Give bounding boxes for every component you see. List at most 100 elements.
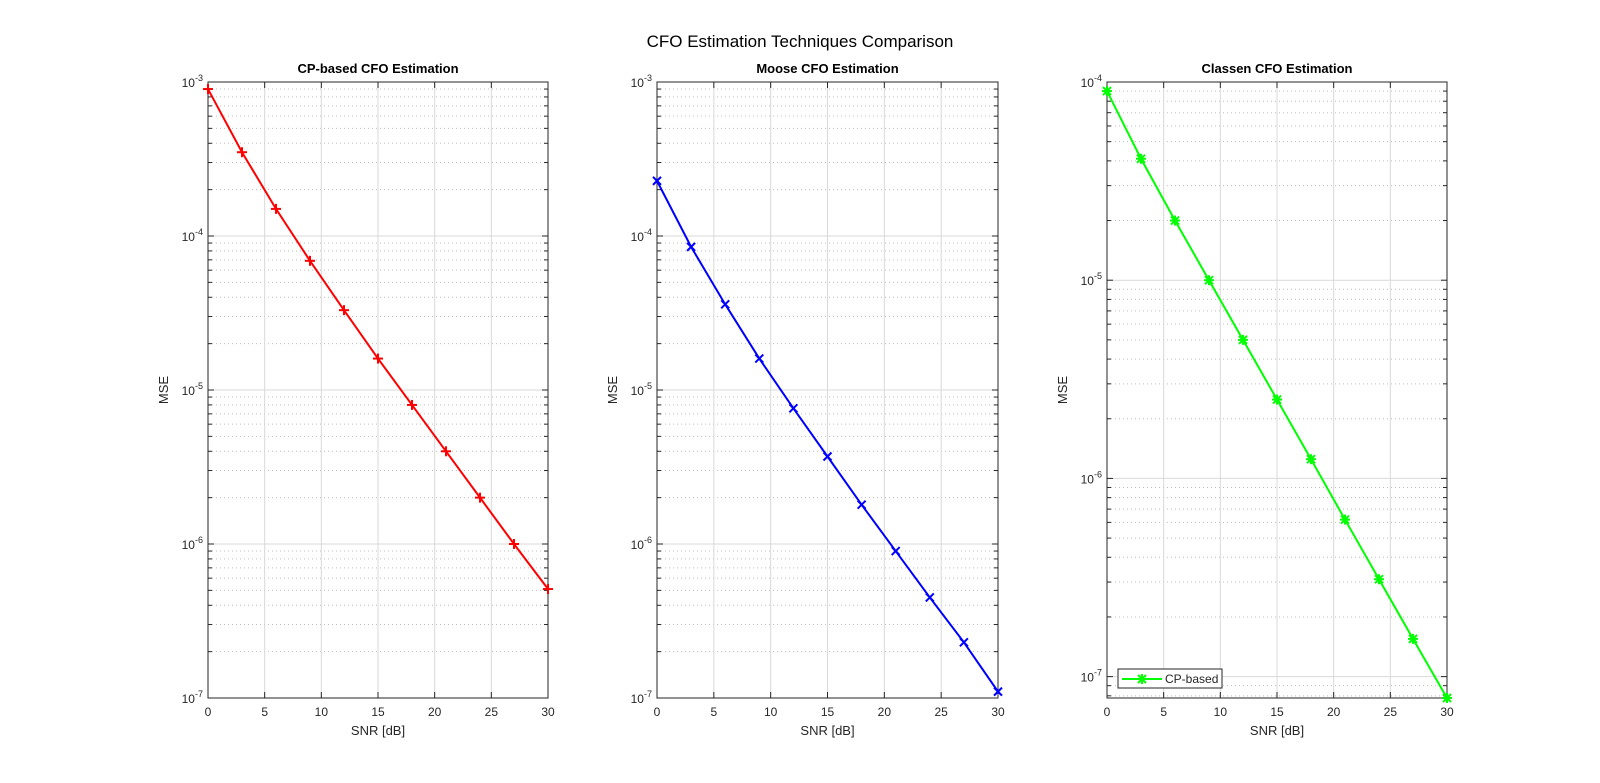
y-tick-base: 10 bbox=[1081, 274, 1095, 288]
marker-stroke bbox=[754, 353, 765, 364]
y-tick-label: 10-4 bbox=[182, 227, 203, 244]
data-point-x bbox=[686, 242, 696, 252]
y-tick-base: 10 bbox=[631, 76, 645, 90]
x-axis-label: SNR [dB] bbox=[1250, 723, 1304, 738]
data-point-plus bbox=[271, 203, 281, 214]
y-tick-exponent: -5 bbox=[644, 381, 652, 391]
x-tick-label: 15 bbox=[371, 705, 385, 719]
data-point-x bbox=[925, 592, 935, 603]
y-tick-base: 10 bbox=[182, 230, 196, 244]
marker-stroke bbox=[959, 637, 969, 648]
y-tick-label: 10-5 bbox=[182, 381, 203, 398]
y-tick-exponent: -4 bbox=[195, 227, 203, 237]
marker-stroke bbox=[1238, 335, 1248, 345]
data-point-x bbox=[890, 546, 901, 556]
x-tick-label: 0 bbox=[205, 705, 212, 719]
y-tick-base: 10 bbox=[631, 384, 645, 398]
y-tick-exponent: -6 bbox=[195, 535, 203, 545]
data-point-asterisk bbox=[1204, 275, 1214, 286]
marker-stroke bbox=[1442, 693, 1452, 703]
marker-stroke bbox=[1102, 86, 1112, 96]
subplot-title: Moose CFO Estimation bbox=[756, 61, 898, 76]
data-point-asterisk bbox=[1137, 674, 1147, 684]
marker-stroke bbox=[1204, 275, 1214, 285]
subplot-1: 10-710-610-510-410-30 5 10 15 20 25 30CP-based… bbox=[156, 61, 555, 738]
marker-stroke bbox=[1340, 514, 1350, 525]
marker-stroke bbox=[788, 403, 799, 414]
x-tick-label: 0 bbox=[654, 705, 661, 719]
y-tick-label: 10-7 bbox=[182, 689, 203, 706]
y-tick-base: 10 bbox=[1081, 472, 1095, 486]
y-tick-label: 10-4 bbox=[631, 227, 652, 244]
x-tick-label: 30 bbox=[1440, 705, 1454, 719]
data-point-plus bbox=[373, 353, 383, 364]
y-tick-base: 10 bbox=[182, 692, 196, 706]
data-point-plus bbox=[305, 255, 315, 266]
x-tick-label: 15 bbox=[1270, 705, 1284, 719]
y-tick-label: 10-7 bbox=[1081, 668, 1102, 685]
data-point-asterisk bbox=[1442, 693, 1452, 703]
data-point-plus bbox=[441, 446, 451, 457]
y-tick-label: 10-3 bbox=[182, 73, 203, 90]
data-point-x bbox=[993, 686, 1003, 697]
x-tick-label: 15 bbox=[821, 705, 835, 719]
y-tick-exponent: -7 bbox=[195, 689, 203, 699]
y-tick-exponent: -3 bbox=[644, 73, 652, 83]
y-axis-label: MSE bbox=[605, 376, 620, 405]
axes-box bbox=[656, 81, 999, 699]
y-tick-base: 10 bbox=[182, 76, 196, 90]
x-axis-label: SNR [dB] bbox=[351, 723, 405, 738]
x-tick-label: 5 bbox=[1160, 705, 1167, 719]
data-point-plus bbox=[237, 147, 247, 158]
subplot-title: Classen CFO Estimation bbox=[1202, 61, 1353, 76]
marker-stroke bbox=[1137, 674, 1147, 684]
y-tick-base: 10 bbox=[1081, 671, 1095, 685]
data-point-plus bbox=[203, 84, 213, 95]
y-tick-exponent: -6 bbox=[644, 535, 652, 545]
x-tick-label: 10 bbox=[1214, 705, 1228, 719]
data-point-x bbox=[720, 299, 730, 310]
y-tick-label: 10-3 bbox=[631, 73, 652, 90]
legend: CP-based bbox=[1117, 668, 1223, 689]
marker-stroke bbox=[1136, 154, 1146, 164]
x-tick-label: 25 bbox=[485, 705, 499, 719]
x-tick-label: 30 bbox=[991, 705, 1005, 719]
axes-box bbox=[207, 81, 549, 699]
data-point-x bbox=[788, 403, 799, 414]
y-tick-exponent: -7 bbox=[644, 689, 652, 699]
data-point-asterisk bbox=[1340, 514, 1350, 525]
y-tick-exponent: -5 bbox=[1094, 271, 1102, 281]
data-point-asterisk bbox=[1408, 633, 1418, 644]
marker-stroke bbox=[993, 686, 1003, 697]
subplot-title: CP-based CFO Estimation bbox=[297, 61, 458, 76]
marker-stroke bbox=[686, 242, 696, 252]
y-tick-base: 10 bbox=[631, 230, 645, 244]
data-point-asterisk bbox=[1238, 334, 1248, 345]
y-tick-label: 10-6 bbox=[1081, 469, 1102, 486]
data-point-asterisk bbox=[1170, 215, 1180, 226]
y-tick-exponent: -4 bbox=[1094, 73, 1102, 83]
data-point-plus bbox=[509, 539, 519, 549]
y-tick-base: 10 bbox=[1081, 76, 1095, 90]
data-point-plus bbox=[543, 584, 553, 595]
data-point-asterisk bbox=[1272, 394, 1282, 405]
axes-box bbox=[1106, 81, 1448, 699]
y-tick-label: 10-5 bbox=[1081, 271, 1102, 288]
x-tick-label: 25 bbox=[934, 705, 948, 719]
y-tick-label: 10-4 bbox=[1081, 73, 1102, 90]
data-point-plus bbox=[407, 399, 417, 410]
marker-stroke bbox=[720, 299, 730, 310]
marker-stroke bbox=[1306, 454, 1316, 464]
marker-stroke bbox=[856, 499, 867, 510]
data-point-x bbox=[754, 353, 765, 364]
marker-stroke bbox=[890, 546, 901, 556]
y-tick-base: 10 bbox=[182, 384, 196, 398]
x-tick-label: 25 bbox=[1384, 705, 1398, 719]
y-axis-label: MSE bbox=[156, 376, 171, 405]
data-point-x bbox=[856, 499, 867, 510]
x-tick-label: 10 bbox=[764, 705, 778, 719]
x-axis-label: SNR [dB] bbox=[800, 723, 854, 738]
x-tick-label: 5 bbox=[710, 705, 717, 719]
